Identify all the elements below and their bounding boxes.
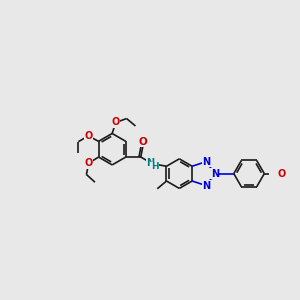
Text: O: O bbox=[85, 158, 93, 168]
Text: N: N bbox=[211, 169, 219, 178]
Text: N: N bbox=[202, 157, 210, 167]
Text: N: N bbox=[146, 158, 154, 168]
Text: O: O bbox=[112, 118, 120, 128]
Text: O: O bbox=[277, 169, 286, 178]
Text: O: O bbox=[139, 137, 148, 147]
Text: N: N bbox=[202, 181, 210, 190]
Text: H: H bbox=[151, 163, 158, 172]
Text: O: O bbox=[84, 131, 92, 141]
